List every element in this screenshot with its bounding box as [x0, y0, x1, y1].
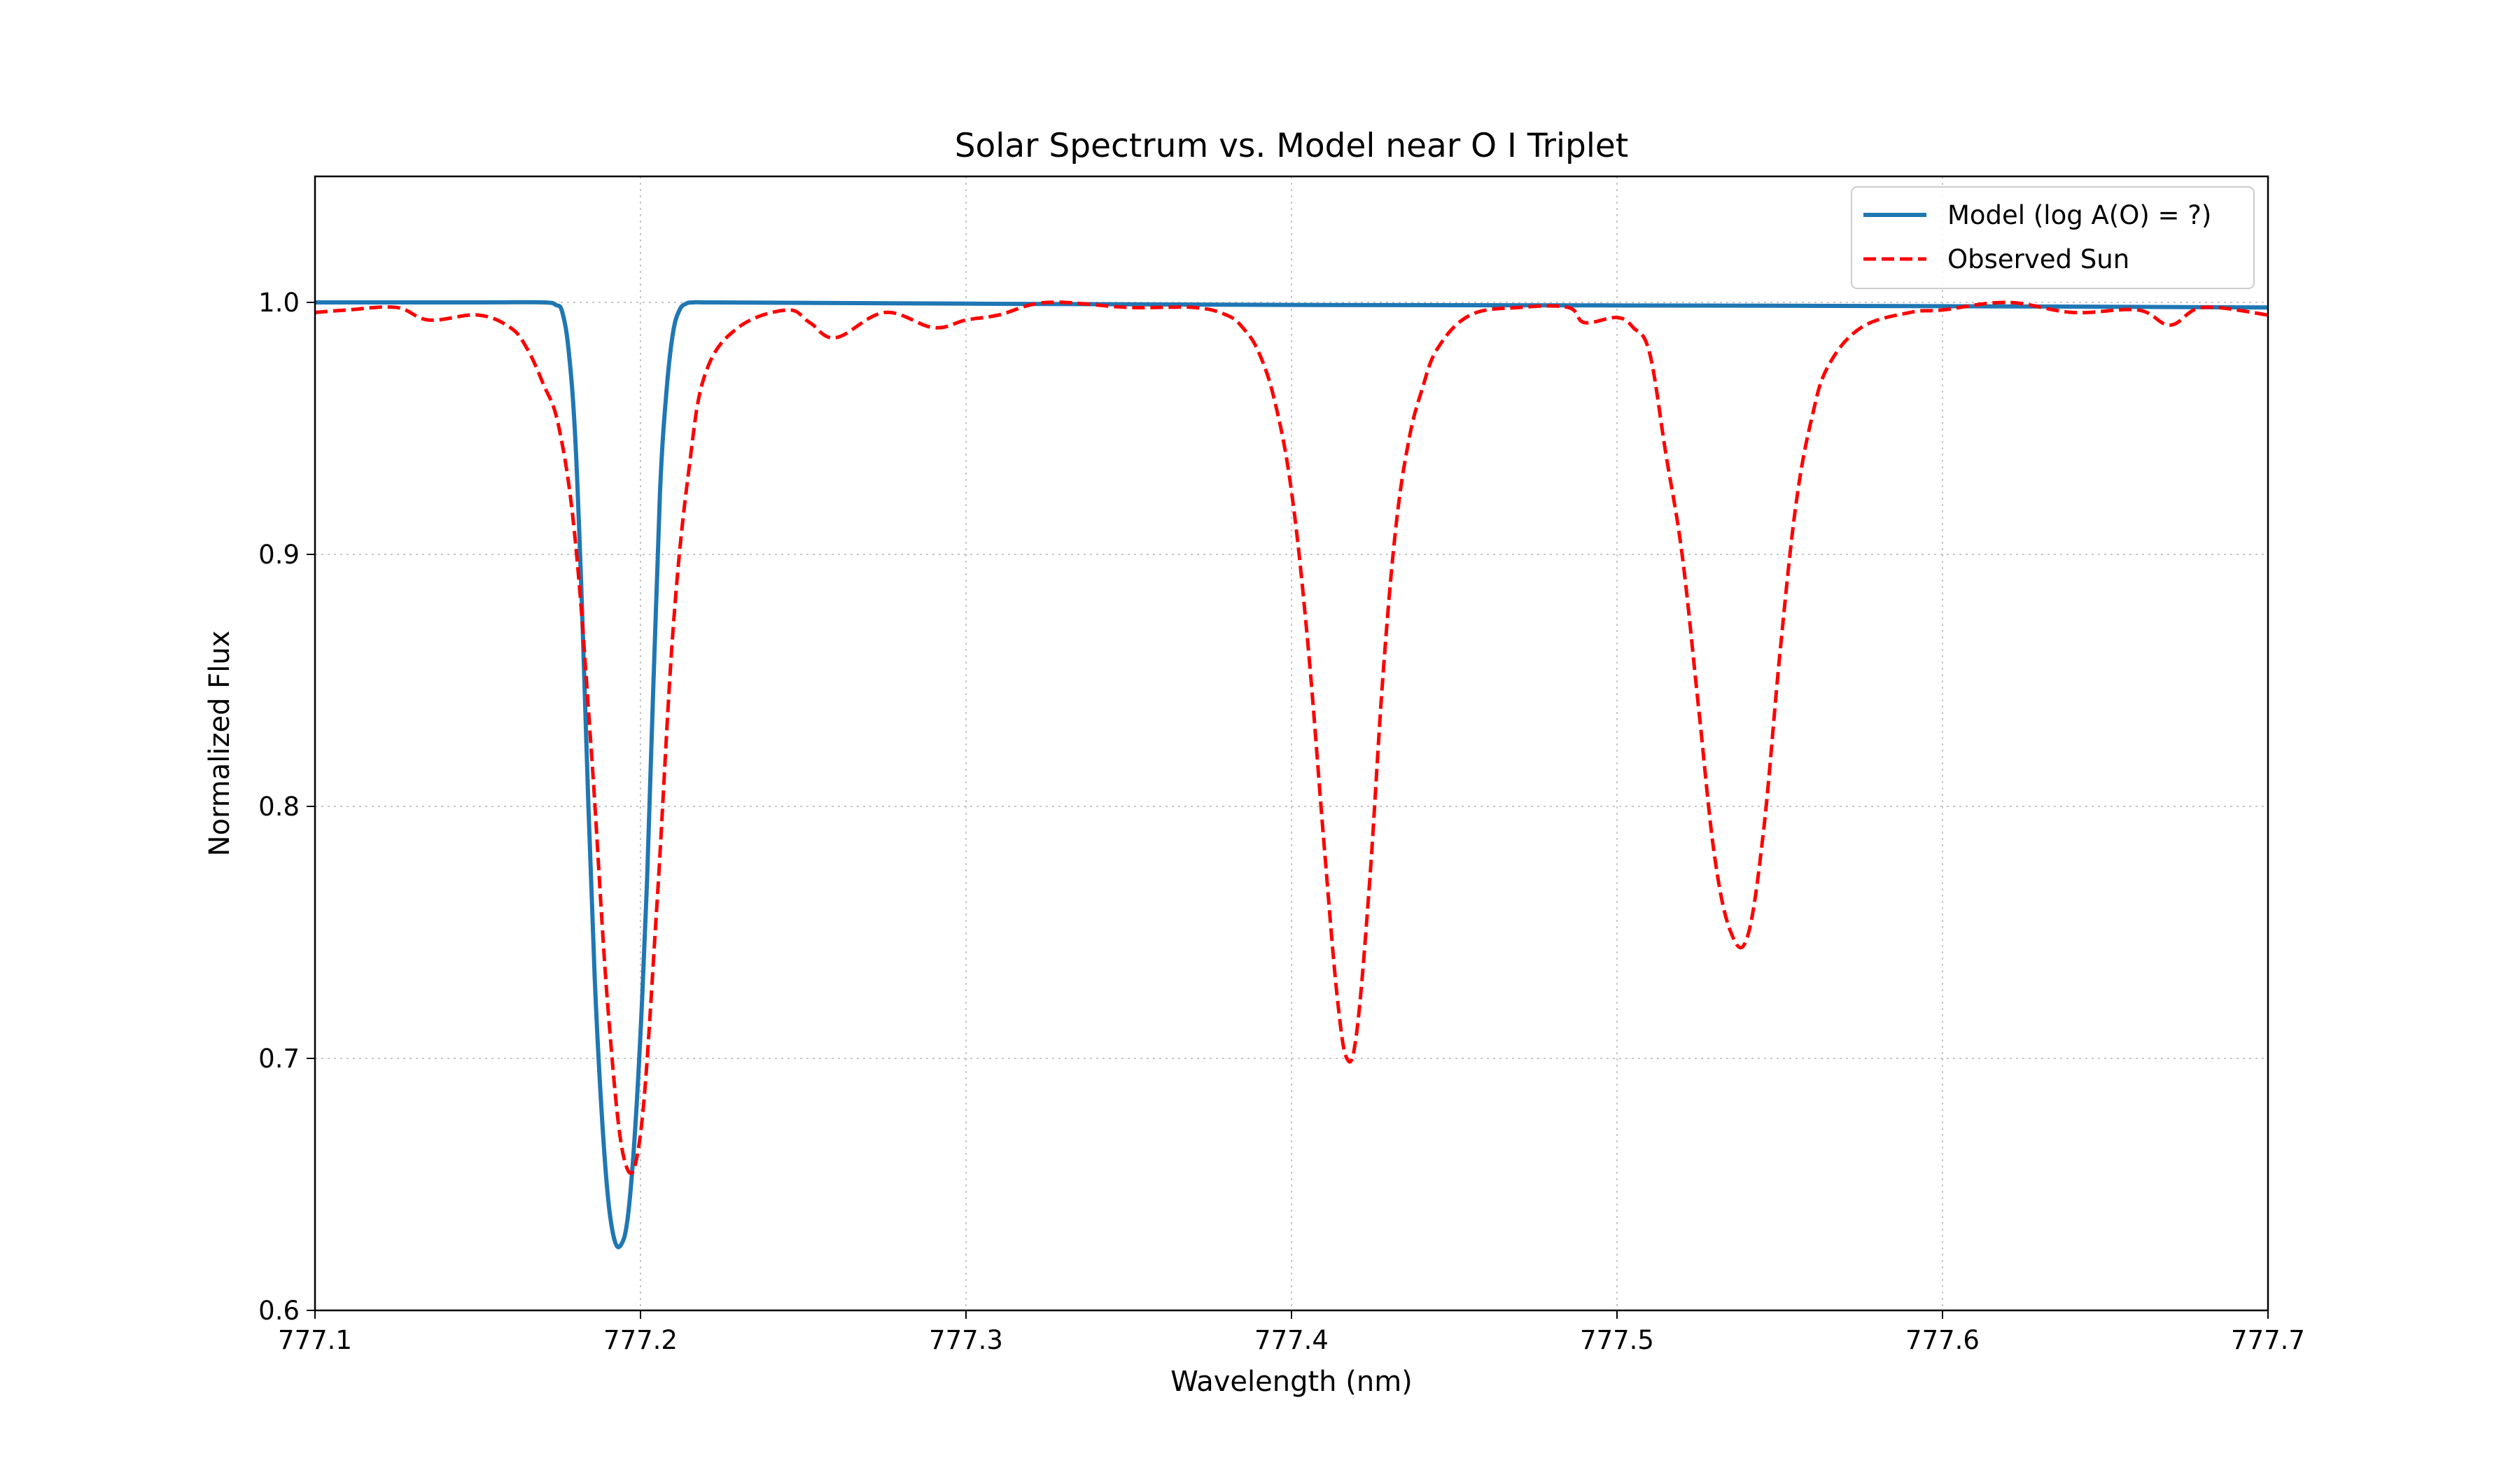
y-tick-label: 0.6 [258, 1296, 300, 1326]
y-tick-label: 0.8 [258, 792, 300, 822]
y-tick-label: 0.7 [258, 1044, 300, 1074]
series-group [315, 300, 2268, 1250]
x-tick-label: 777.7 [2231, 1325, 2305, 1355]
model-line [315, 300, 2268, 1250]
x-tick-label: 777.5 [1580, 1325, 1654, 1355]
axis-ticks: 777.1 777.2 777.3 777.4 777.5 777.6 777.7 0.6 0.… [258, 288, 2305, 1355]
legend: Model (log A(O) = ?) Observed Sun [1851, 186, 2255, 289]
x-axis-label: Wavelength (nm) [1170, 1366, 1413, 1398]
plot-series [315, 300, 2268, 1250]
chart-title: Solar Spectrum vs. Model near O I Triple… [955, 127, 1629, 165]
legend-model-label: Model (log A(O) = ?) [1947, 200, 2211, 230]
observed-sun-line [315, 300, 2268, 1175]
y-axis-label: Normalized Flux [204, 631, 236, 857]
x-tick-label: 777.4 [1254, 1325, 1329, 1355]
x-tick-label: 777.2 [603, 1325, 678, 1355]
legend-observed-label: Observed Sun [1947, 244, 2129, 274]
y-tick-label: 0.9 [258, 540, 300, 570]
x-tick-label: 777.6 [1905, 1325, 1980, 1355]
x-tick-label: 777.1 [278, 1325, 352, 1355]
x-tick-label: 777.3 [929, 1325, 1003, 1355]
y-tick-label: 1.0 [258, 288, 300, 318]
legend-box [1851, 186, 2255, 289]
